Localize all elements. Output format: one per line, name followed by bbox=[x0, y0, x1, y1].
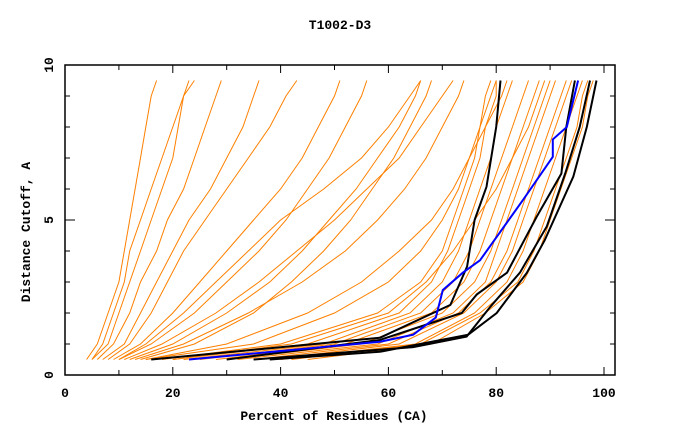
model-line-10 bbox=[118, 80, 422, 360]
y-tick-label: 5 bbox=[42, 216, 57, 224]
model-line-20 bbox=[215, 80, 540, 360]
x-tick-label: 80 bbox=[488, 386, 504, 401]
x-tick-label: 40 bbox=[273, 386, 289, 401]
highlight-line-1 bbox=[226, 80, 576, 361]
model-line-9 bbox=[124, 80, 454, 360]
model-line-27 bbox=[172, 80, 546, 360]
model-line-25 bbox=[145, 80, 508, 360]
highlight-line-0 bbox=[151, 80, 502, 361]
x-tick-label: 60 bbox=[381, 386, 397, 401]
model-line-24 bbox=[145, 80, 497, 360]
model-line-19 bbox=[183, 80, 513, 360]
model-line-15 bbox=[226, 80, 551, 360]
model-line-23 bbox=[161, 80, 492, 360]
model-line-7 bbox=[118, 80, 368, 360]
chart-title: T1002-D3 bbox=[309, 18, 372, 33]
model-line-3 bbox=[102, 80, 260, 360]
model-line-5 bbox=[107, 80, 298, 360]
highlight-line-2 bbox=[253, 80, 591, 361]
x-tick-label: 20 bbox=[165, 386, 181, 401]
model-line-0 bbox=[86, 80, 158, 360]
model-line-12 bbox=[134, 80, 465, 360]
y-tick-label: 0 bbox=[42, 371, 57, 379]
y-tick-label: 10 bbox=[42, 57, 57, 73]
model-line-22 bbox=[269, 80, 573, 360]
y-axis-label: Distance Cutoff, A bbox=[19, 162, 34, 303]
x-tick-label: 100 bbox=[592, 386, 616, 401]
axes-group: 0 20 40 60 80 100 0 5 10 bbox=[42, 57, 616, 401]
model-line-14 bbox=[199, 80, 529, 360]
highlight-line-3 bbox=[269, 80, 598, 361]
model-line-8 bbox=[129, 80, 422, 360]
series-group bbox=[86, 80, 598, 361]
model-line-4 bbox=[91, 80, 195, 360]
model-line-2 bbox=[96, 80, 222, 360]
highlight-line-4 bbox=[188, 80, 580, 361]
model-line-26 bbox=[291, 80, 589, 360]
model-line-6 bbox=[113, 80, 341, 360]
model-line-11 bbox=[140, 80, 432, 360]
model-line-13 bbox=[172, 80, 497, 360]
x-tick-label: 0 bbox=[61, 386, 69, 401]
model-line-16 bbox=[253, 80, 567, 360]
x-axis-label: Percent of Residues (CA) bbox=[240, 409, 427, 424]
model-line-1 bbox=[91, 80, 190, 360]
